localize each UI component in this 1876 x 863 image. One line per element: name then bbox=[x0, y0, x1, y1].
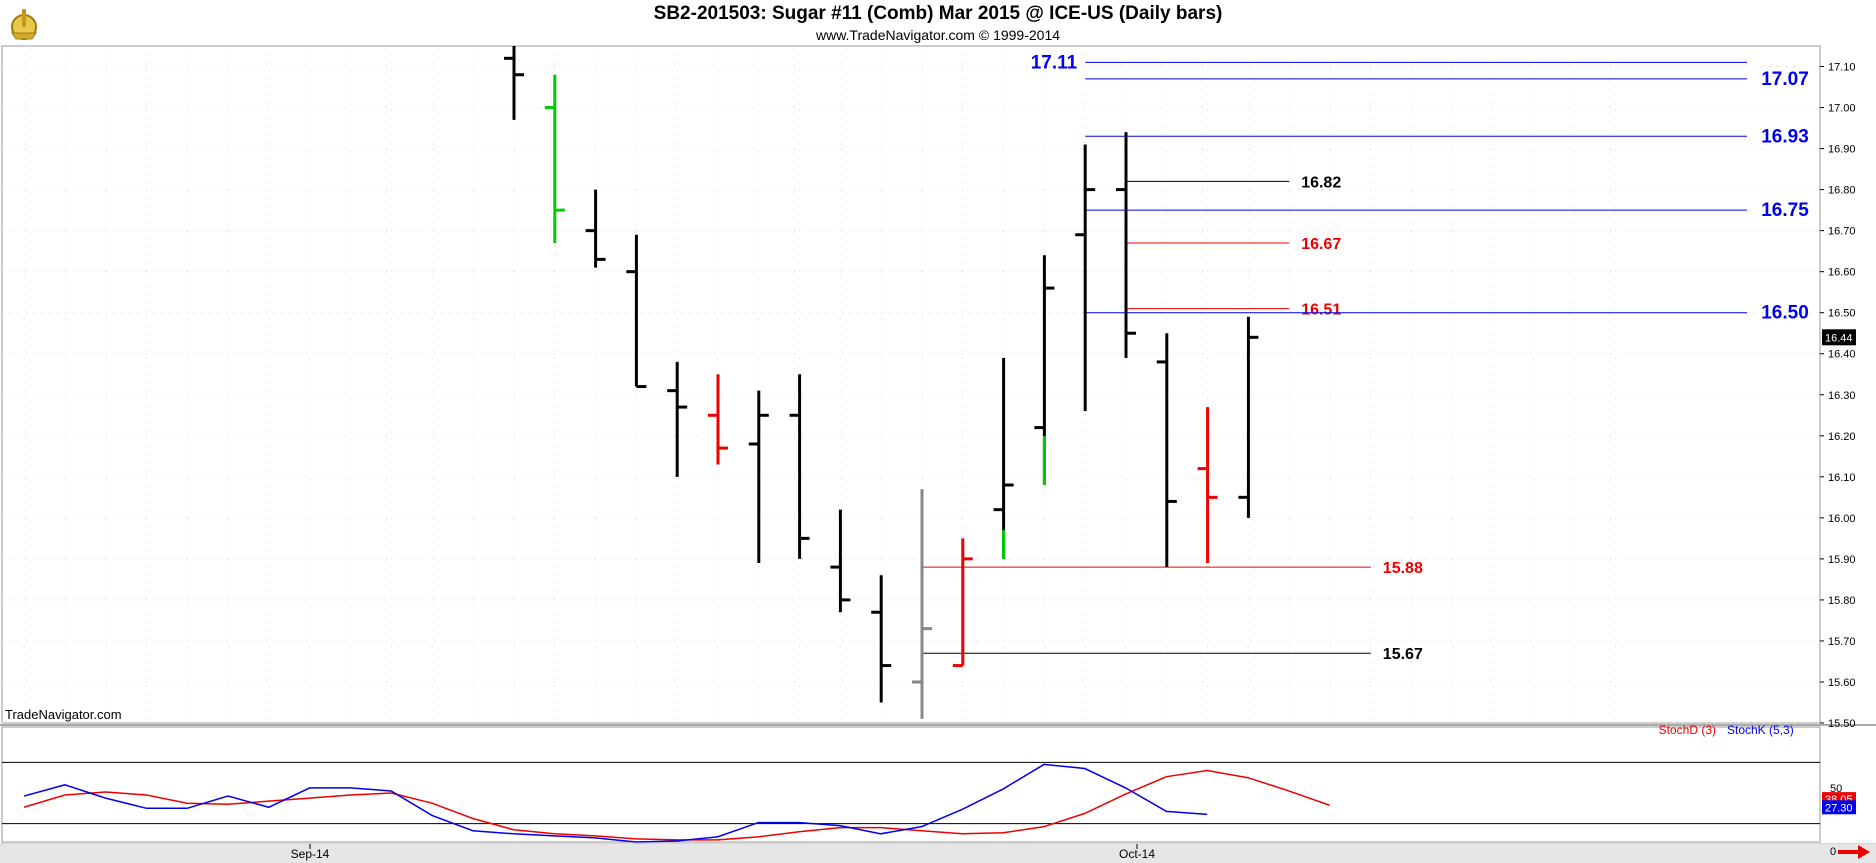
x-tick-label: Sep-14 bbox=[291, 847, 330, 861]
stochk-value-label: 27.30 bbox=[1825, 802, 1853, 814]
y-tick-label: 16.40 bbox=[1828, 349, 1856, 361]
level-label: 16.67 bbox=[1301, 236, 1341, 253]
y-tick-label: 16.70 bbox=[1828, 226, 1856, 238]
level-label: 16.82 bbox=[1301, 174, 1341, 191]
level-label: 16.75 bbox=[1761, 200, 1809, 221]
stoch-series-red bbox=[23, 769, 1330, 841]
tradenavigator-logo-icon[interactable] bbox=[4, 3, 44, 43]
level-label: 16.51 bbox=[1301, 302, 1341, 319]
y-tick-label: 16.00 bbox=[1828, 513, 1856, 525]
watermark-text: TradeNavigator.com bbox=[5, 707, 122, 722]
y-tick-label: 15.70 bbox=[1828, 636, 1856, 648]
y-tick-label: 17.00 bbox=[1828, 103, 1856, 115]
legend-stochd: StochD (3) bbox=[1659, 723, 1716, 737]
level-label: 15.88 bbox=[1383, 560, 1423, 577]
y-tick-label: 16.20 bbox=[1828, 431, 1856, 443]
chart-subtitle: www.TradeNavigator.com © 1999-2014 bbox=[815, 27, 1061, 43]
price-panel-frame bbox=[1, 45, 1821, 724]
stoch-y-tick-label: 0 bbox=[1830, 846, 1836, 858]
level-label: 17.11 bbox=[1031, 52, 1078, 73]
y-tick-label: 15.60 bbox=[1828, 677, 1856, 689]
chart-title: SB2-201503: Sugar #11 (Comb) Mar 2015 @ … bbox=[653, 3, 1223, 24]
stochk-value-box bbox=[1822, 800, 1856, 815]
level-label: 16.93 bbox=[1761, 126, 1809, 147]
level-label: 15.67 bbox=[1383, 646, 1423, 663]
stoch-series-blue bbox=[23, 763, 1208, 843]
y-tick-label: 16.50 bbox=[1828, 308, 1856, 320]
y-tick-label: 16.80 bbox=[1828, 185, 1856, 197]
y-tick-label: 17.10 bbox=[1828, 62, 1856, 74]
last-price-box bbox=[1822, 329, 1856, 346]
last-price-label: 16.44 bbox=[1825, 332, 1853, 344]
y-tick-label: 15.90 bbox=[1828, 554, 1856, 566]
level-label: 16.50 bbox=[1761, 303, 1809, 324]
y-tick-label: 16.30 bbox=[1828, 390, 1856, 402]
y-tick-label: 16.10 bbox=[1828, 472, 1856, 484]
stoch-panel-frame bbox=[1, 726, 1821, 843]
stoch-y-tick-label: 50 bbox=[1830, 783, 1842, 795]
y-tick-label: 15.50 bbox=[1828, 718, 1856, 730]
y-tick-label: 16.90 bbox=[1828, 144, 1856, 156]
legend-stochk: StochK (5,3) bbox=[1727, 723, 1794, 737]
y-tick-label: 15.80 bbox=[1828, 595, 1856, 607]
level-label: 17.07 bbox=[1761, 69, 1809, 90]
y-tick-label: 16.60 bbox=[1828, 267, 1856, 279]
x-tick-label: Oct-14 bbox=[1119, 847, 1155, 861]
time-axis-background bbox=[0, 844, 1876, 863]
scroll-right-arrow-icon[interactable] bbox=[1836, 844, 1872, 860]
